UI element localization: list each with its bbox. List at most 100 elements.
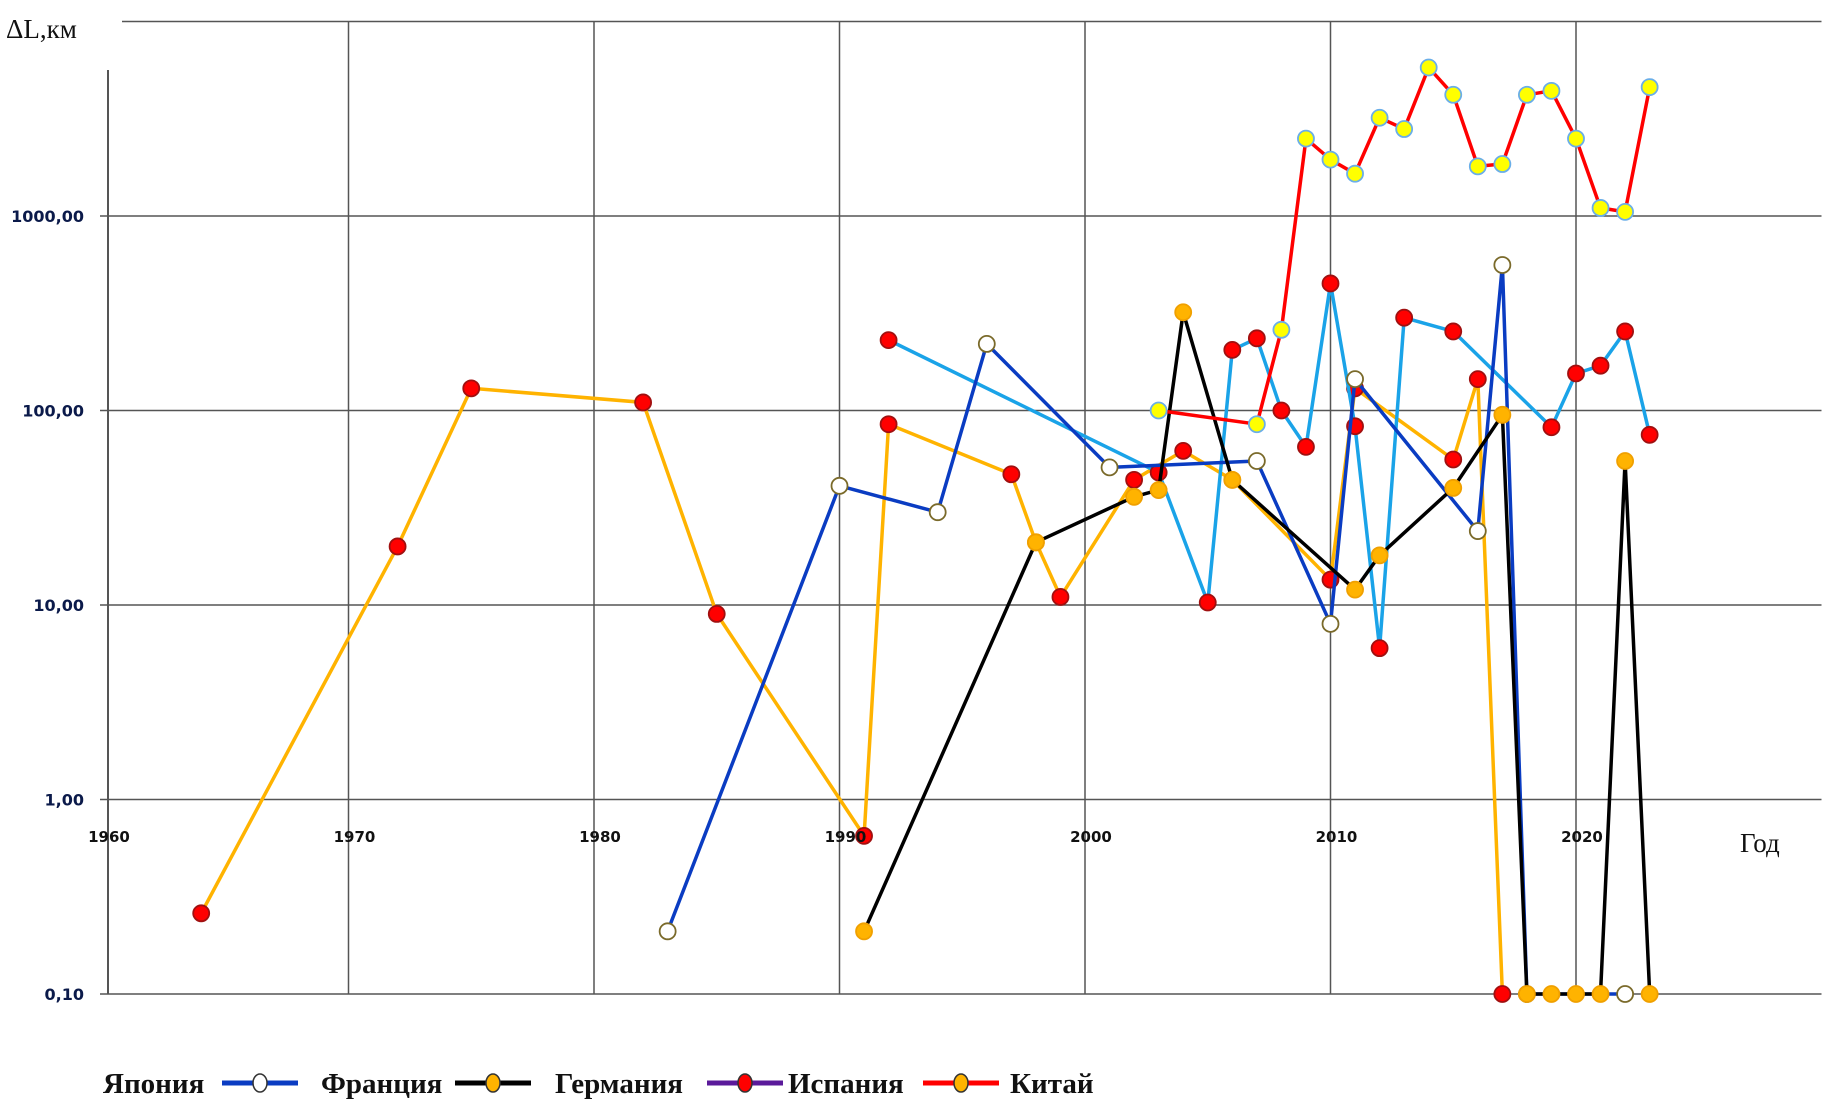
series-line — [862, 310, 1652, 996]
data-point — [977, 334, 996, 353]
legend-marker-swatch — [252, 1073, 268, 1093]
legend-label: Франция — [321, 1068, 442, 1100]
data-point — [658, 922, 677, 941]
data-point — [1198, 593, 1217, 612]
data-point — [1616, 452, 1634, 470]
tick-labels: 1000,00 100,00 10,00 1,00 0,10 1960 1970 1980 19… — [11, 207, 1603, 1004]
data-point — [1297, 437, 1315, 456]
y-tick-label: 10,00 — [33, 596, 84, 615]
data-point — [1395, 120, 1414, 138]
data-point — [1640, 985, 1659, 1003]
legend: Япония Франция Германия Испания Китай — [103, 1068, 1094, 1100]
x-axis-title: Год — [1740, 828, 1780, 858]
y-tick-label: 1,00 — [45, 791, 84, 810]
data-point — [1297, 129, 1315, 148]
data-point — [1370, 639, 1389, 658]
data-point — [928, 503, 947, 522]
data-point — [1444, 450, 1463, 469]
legend-label: Испания — [788, 1068, 904, 1100]
data-point — [1174, 303, 1193, 322]
data-point — [634, 393, 652, 412]
data-point — [388, 537, 407, 556]
data-point — [1027, 533, 1045, 552]
data-point — [1125, 487, 1143, 506]
legend-label: Германия — [555, 1068, 683, 1100]
data-point — [879, 415, 898, 434]
data-point — [1518, 985, 1536, 1003]
data-point — [462, 379, 481, 398]
data-point — [1247, 329, 1266, 348]
series-0 — [192, 370, 1512, 1003]
series-group — [192, 58, 1659, 1003]
gridlines — [100, 20, 1822, 995]
data-point — [1125, 470, 1143, 489]
x-tick-label: 1970 — [334, 828, 376, 846]
legend-marker-swatch — [953, 1073, 969, 1093]
data-point — [1616, 202, 1634, 221]
x-tick-label: 2000 — [1070, 828, 1112, 846]
data-point — [1591, 985, 1610, 1003]
data-point — [1321, 274, 1340, 293]
data-point — [1493, 155, 1512, 173]
data-point — [1542, 985, 1561, 1003]
series-4 — [1149, 58, 1659, 434]
data-point — [830, 476, 849, 495]
data-point — [1370, 546, 1389, 565]
data-point — [707, 604, 726, 623]
data-point — [1493, 256, 1512, 274]
data-point — [1247, 452, 1266, 470]
data-point — [1223, 470, 1242, 489]
series-2 — [658, 256, 1634, 1003]
series-line — [665, 263, 1626, 996]
data-point — [1149, 401, 1168, 420]
data-point — [1567, 985, 1585, 1003]
data-point — [1591, 356, 1610, 375]
data-point — [1493, 405, 1512, 424]
data-point — [1468, 370, 1487, 389]
series-1 — [879, 274, 1659, 658]
data-point — [1149, 481, 1168, 499]
data-point — [1272, 320, 1291, 339]
data-point — [1051, 588, 1070, 606]
data-point — [1223, 340, 1242, 359]
data-point — [1640, 78, 1659, 96]
data-point — [1468, 157, 1487, 176]
data-point — [1640, 425, 1659, 444]
x-tick-label: 1980 — [579, 828, 621, 846]
data-point — [855, 826, 873, 845]
data-point — [1419, 58, 1438, 77]
legend-label: Китай — [1010, 1068, 1094, 1100]
data-point — [1272, 401, 1291, 420]
data-point — [1444, 85, 1463, 104]
legend-label: Япония — [103, 1068, 204, 1100]
series-line — [887, 281, 1652, 650]
data-point — [855, 922, 873, 941]
data-point — [1542, 418, 1561, 437]
data-point — [1002, 465, 1021, 484]
data-point — [192, 904, 211, 923]
data-point — [1346, 164, 1364, 183]
data-point — [1444, 478, 1463, 497]
data-point — [1247, 415, 1266, 434]
data-point — [1616, 322, 1634, 341]
series-line — [1158, 65, 1652, 426]
series-3 — [855, 303, 1659, 1003]
series-line — [199, 377, 1505, 995]
data-point — [879, 331, 898, 350]
y-tick-label: 0,10 — [45, 985, 84, 1004]
y-tick-label: 1000,00 — [11, 207, 84, 226]
x-tick-label: 1960 — [88, 828, 130, 846]
data-point — [1370, 108, 1389, 127]
data-point — [1468, 522, 1487, 540]
data-point — [1518, 85, 1536, 104]
data-point — [1321, 150, 1340, 169]
legend-marker-swatch — [737, 1073, 753, 1093]
y-tick-label: 100,00 — [22, 402, 84, 421]
data-point — [1346, 580, 1364, 599]
data-point — [1346, 370, 1364, 389]
data-point — [1616, 985, 1634, 1003]
x-tick-label: 1990 — [825, 828, 867, 846]
x-tick-label: 2010 — [1316, 828, 1358, 846]
